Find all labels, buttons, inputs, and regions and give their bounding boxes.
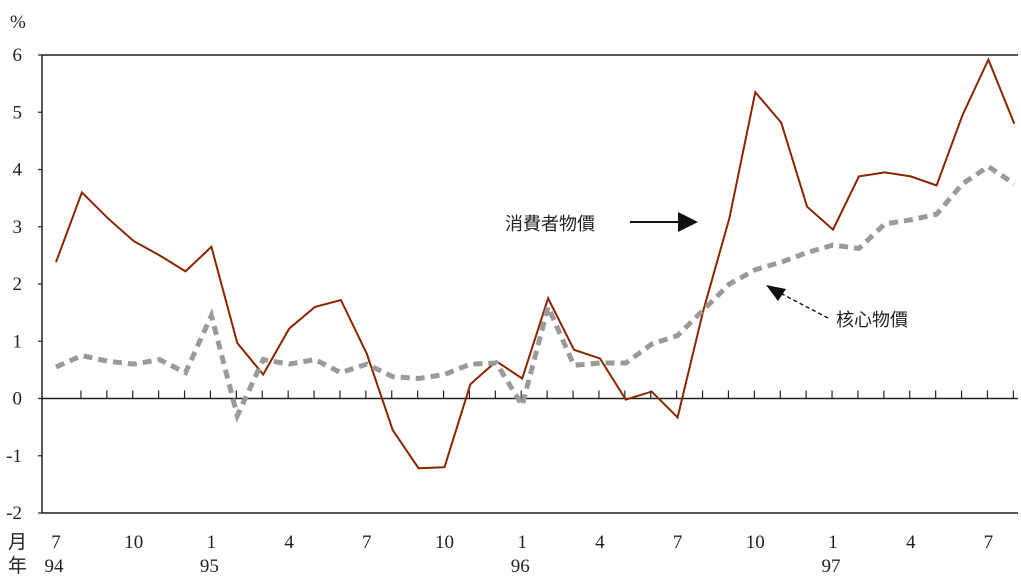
- cpi-arrow-head: [678, 212, 698, 232]
- x-month-label: 7: [362, 532, 372, 553]
- x-month-label: 7: [51, 532, 61, 553]
- core-series-label: 核心物價: [836, 310, 908, 331]
- y-tick-label: 4: [13, 160, 23, 181]
- core-series-line: [54, 163, 1016, 424]
- x-month-label: 1: [517, 532, 527, 553]
- chart-axes: [38, 54, 1018, 514]
- x-month-label: 4: [595, 532, 605, 553]
- y-tick-label: 2: [13, 274, 23, 295]
- x-year-label: 95: [200, 556, 219, 576]
- y-unit-label: %: [10, 12, 26, 33]
- x-month-label: 10: [435, 532, 454, 553]
- series-layer: [54, 57, 1016, 470]
- y-tick-label: 3: [13, 217, 23, 238]
- y-tick-label: 1: [13, 331, 23, 352]
- x-year-label: 94: [45, 556, 65, 576]
- core-arrow-shaft: [781, 293, 829, 319]
- y-tick-label: 0: [13, 389, 23, 410]
- x-month-label: 1: [207, 532, 217, 553]
- cpi-series-label: 消費者物價: [505, 214, 595, 235]
- y-tick-label: -2: [6, 503, 22, 524]
- x-month-label: 7: [984, 532, 994, 553]
- x-month-label: 10: [746, 532, 765, 553]
- x-month-label: 4: [906, 532, 916, 553]
- x-year-label: 97: [822, 556, 841, 576]
- x-year-label: 96: [511, 556, 530, 576]
- y-tick-label: -1: [6, 446, 22, 467]
- x-month-label: 4: [284, 532, 294, 553]
- x-month-label: 7: [673, 532, 683, 553]
- core-arrow-head: [766, 285, 786, 301]
- cpi-series-line: [55, 57, 1016, 470]
- y-tick-label: 6: [13, 45, 23, 66]
- year-row-label: 年: [8, 555, 27, 576]
- x-month-label: 10: [124, 532, 143, 553]
- y-tick-label: 5: [13, 102, 23, 123]
- month-row-label: 月: [8, 532, 27, 553]
- x-month-label: 1: [828, 532, 838, 553]
- chart-labels: -2 -1 0 1 2 3 4 5 6% 月年 7 10 1 4 7 10 1 4 7 10 1 4 7 94 95 96 97: [6, 12, 993, 576]
